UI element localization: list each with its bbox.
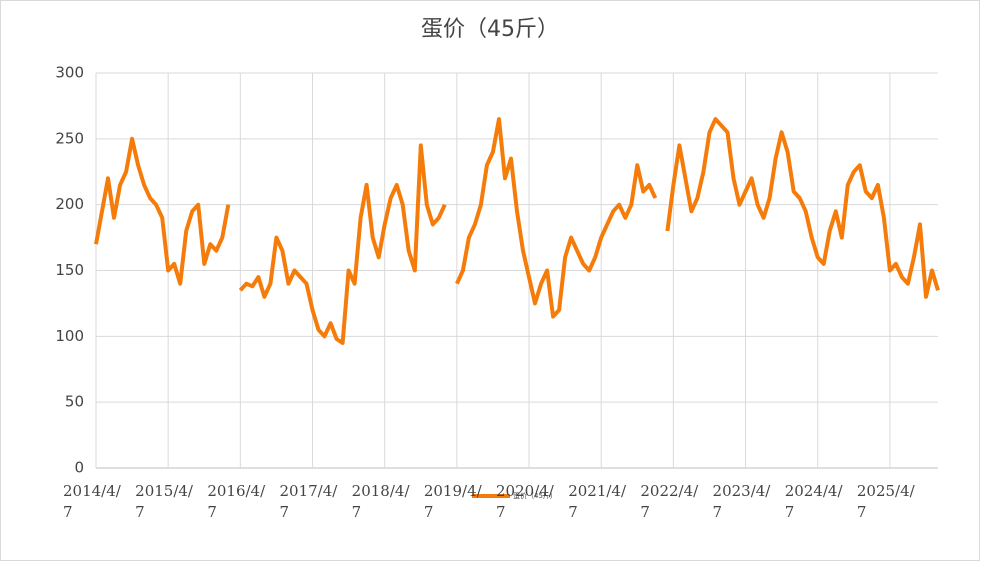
- y-tick-label: 300: [55, 64, 84, 82]
- chart-title: 蛋价（45斤）: [421, 17, 559, 42]
- y-tick-label: 250: [55, 129, 84, 147]
- x-tick-label: 2022/4/7: [640, 482, 699, 521]
- x-tick-label: 2015/4/7: [135, 482, 193, 521]
- y-tick-label: 150: [55, 261, 84, 279]
- series-line: [94, 117, 940, 345]
- legend-label: 蛋价（45斤）: [513, 491, 557, 500]
- x-tick-label: 2023/4/7: [712, 482, 771, 521]
- y-tick-label: 200: [55, 195, 84, 213]
- x-tick-label: 2025/4/7: [856, 482, 915, 521]
- x-tick-label: 2014/4/7: [63, 482, 121, 521]
- y-tick-label: 50: [65, 393, 84, 411]
- x-tick-label: 2016/4/7: [207, 482, 266, 521]
- x-tick-label: 2024/4/7: [784, 482, 843, 521]
- x-tick-label: 2019/4/7: [423, 482, 482, 521]
- x-tick-label: 2020/4/7: [496, 482, 554, 521]
- x-tick-label: 2017/4/7: [279, 482, 338, 521]
- y-tick-label: 100: [55, 327, 84, 345]
- x-tick-label: 2018/4/7: [351, 482, 410, 521]
- x-tick-label: 2021/4/7: [568, 482, 627, 521]
- y-tick-label: 0: [74, 459, 84, 477]
